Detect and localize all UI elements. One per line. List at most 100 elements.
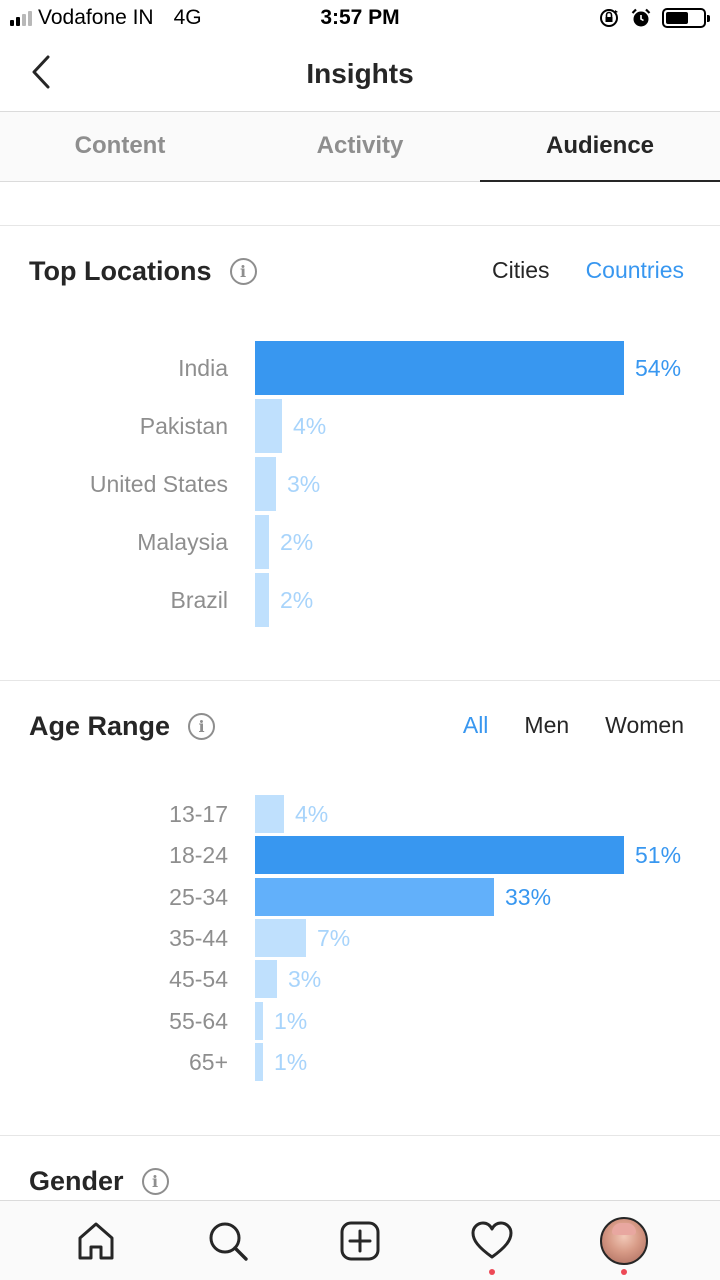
filter-men[interactable]: Men: [524, 712, 570, 738]
insights-tabs: Content Activity Audience: [0, 112, 720, 182]
info-icon[interactable]: i: [188, 713, 216, 740]
section-title: Gender i: [29, 1166, 169, 1197]
bar-value-label: 4%: [295, 801, 329, 827]
bar: [255, 795, 284, 833]
bar-row: 45-54 3%: [0, 960, 720, 999]
bar-label: India: [178, 355, 228, 381]
audience-content[interactable]: Top Locations i Cities Countries India 54…: [0, 182, 720, 1200]
section-header: Age Range i All Men Women: [0, 681, 720, 771]
bar: [255, 457, 276, 511]
bar-label: 35-44: [169, 924, 228, 951]
bar-label: Malaysia: [137, 529, 228, 555]
bar-row: 25-34 33%: [0, 877, 720, 916]
section-title: Age Range i: [29, 711, 216, 742]
new-post-icon: [340, 1221, 380, 1260]
bar: [255, 836, 624, 875]
scrolled-section-remnant: [0, 182, 720, 226]
bar-row: Malaysia 2%: [0, 515, 720, 569]
bar-value-label: 54%: [635, 355, 682, 381]
info-icon[interactable]: i: [229, 258, 257, 285]
section-title: Top Locations i: [29, 256, 257, 287]
bar: [255, 960, 277, 999]
filter-women[interactable]: Women: [605, 712, 684, 738]
bar-row: 13-17 4%: [0, 795, 720, 833]
nav-profile[interactable]: [594, 1211, 654, 1275]
status-time: 3:57 PM: [320, 6, 400, 29]
gender-section: Gender i: [0, 1136, 720, 1200]
tab-content[interactable]: Content: [74, 132, 166, 159]
nav-header: Insights: [0, 38, 720, 112]
bar-row: 65+ 1%: [0, 1042, 720, 1081]
location-filters: Cities Countries: [492, 257, 684, 284]
top-locations-section: Top Locations i Cities Countries India 54…: [0, 226, 720, 681]
bar-row: Brazil 2%: [0, 573, 720, 627]
tab-audience[interactable]: Audience: [480, 112, 720, 182]
bar: [255, 1042, 263, 1081]
bar: [255, 573, 269, 627]
age-range-section: Age Range i All Men Women 13-17 4% 18-24 51…: [0, 681, 720, 1136]
age-filters: All Men Women: [463, 712, 684, 739]
gender-title: Gender: [29, 1166, 124, 1196]
heart-icon: [471, 1221, 513, 1258]
bar-label: 25-34: [169, 883, 228, 910]
notification-dot: [489, 1268, 495, 1275]
bar: [255, 877, 494, 916]
info-icon[interactable]: i: [141, 1168, 169, 1195]
bar-value-label: 1%: [274, 1007, 308, 1034]
bar-value-label: 1%: [274, 1048, 308, 1075]
nav-home[interactable]: [66, 1211, 126, 1271]
section-header: Top Locations i Cities Countries: [0, 226, 720, 316]
bar-row: 18-24 51%: [0, 836, 720, 875]
bar-label: Pakistan: [139, 413, 228, 439]
bar-label: 55-64: [169, 1007, 228, 1034]
bar-row: Pakistan 4%: [0, 399, 720, 453]
nav-activity[interactable]: [462, 1211, 522, 1275]
bar-label: Brazil: [170, 587, 228, 613]
bar-label: 13-17: [169, 801, 228, 827]
bar-row: 55-64 1%: [0, 1001, 720, 1040]
bar-label: United States: [89, 471, 228, 497]
top-locations-title: Top Locations: [29, 256, 212, 286]
profile-avatar: [600, 1216, 648, 1265]
filter-cities[interactable]: Cities: [492, 257, 550, 283]
alarm-icon: [631, 8, 651, 27]
bar: [255, 515, 269, 569]
bar-value-label: 3%: [287, 471, 321, 497]
section-header: Gender i: [0, 1136, 720, 1200]
network-type: 4G: [173, 6, 202, 29]
filter-countries[interactable]: Countries: [585, 257, 684, 283]
search-icon: [209, 1222, 248, 1261]
bar-value-label: 51%: [635, 842, 682, 869]
carrier-name: Vodafone IN: [38, 6, 154, 29]
back-button[interactable]: [22, 52, 62, 92]
bar: [255, 1001, 263, 1040]
page-title: Insights: [306, 58, 414, 89]
bar-label: 65+: [188, 1048, 228, 1075]
bar-value-label: 33%: [505, 883, 552, 910]
bar-row: 35-44 7%: [0, 918, 720, 957]
bar: [255, 399, 282, 453]
status-bar: Vodafone IN 4G 3:57 PM: [0, 0, 720, 38]
orientation-lock-icon: [600, 9, 618, 27]
tab-activity[interactable]: Activity: [316, 132, 404, 159]
notification-dot: [621, 1268, 627, 1275]
age-range-title: Age Range: [29, 711, 171, 741]
battery-icon: [662, 8, 710, 28]
signal-icon: [10, 10, 32, 26]
filter-all[interactable]: All: [462, 712, 489, 738]
bar-value-label: 2%: [280, 529, 314, 555]
bar: [255, 918, 306, 957]
bar-value-label: 3%: [288, 966, 322, 993]
bar-value-label: 2%: [280, 587, 314, 613]
bottom-nav: [0, 1200, 720, 1280]
bar-row: United States 3%: [0, 457, 720, 511]
home-icon: [78, 1222, 114, 1259]
bar-label: 18-24: [169, 842, 228, 869]
status-left: Vodafone IN 4G: [10, 6, 202, 30]
nav-search[interactable]: [198, 1211, 258, 1271]
bar: [255, 341, 624, 395]
bar-row: India 54%: [0, 341, 720, 395]
bar-value-label: 7%: [317, 924, 351, 951]
bar-label: 45-54: [169, 966, 228, 993]
nav-new-post[interactable]: [330, 1211, 390, 1271]
